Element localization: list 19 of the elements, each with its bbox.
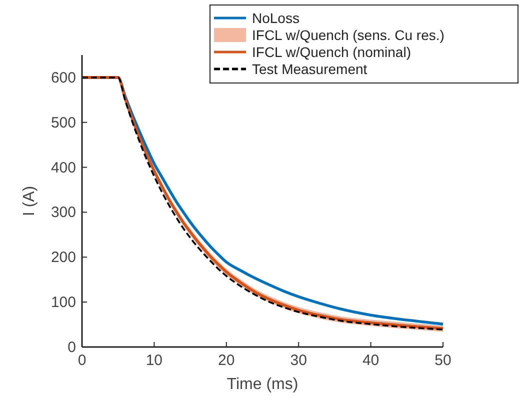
legend-label: IFCL w/Quench (nominal) bbox=[252, 44, 411, 60]
y-axis-title: I (A) bbox=[21, 186, 38, 216]
legend-label: NoLoss bbox=[252, 10, 300, 26]
x-tick-label: 0 bbox=[78, 352, 86, 369]
x-tick-label: 30 bbox=[290, 352, 307, 369]
legend-label: Test Measurement bbox=[252, 61, 368, 77]
y-tick-label: 600 bbox=[50, 69, 76, 86]
y-tick-label: 500 bbox=[50, 114, 76, 132]
x-tick-label: 20 bbox=[218, 352, 235, 369]
x-tick-label: 10 bbox=[146, 352, 163, 369]
y-tick-label: 0 bbox=[68, 339, 76, 356]
x-tick-label: 40 bbox=[362, 352, 380, 369]
legend-label: IFCL w/Quench (sens. Cu res.) bbox=[252, 27, 444, 43]
y-tick-label: 200 bbox=[50, 249, 76, 266]
y-tick-label: 300 bbox=[50, 204, 76, 222]
x-tick-label: 50 bbox=[434, 352, 452, 369]
y-tick-label: 100 bbox=[50, 294, 76, 312]
y-tick-label: 400 bbox=[50, 159, 76, 176]
x-axis-title: Time (ms) bbox=[226, 376, 298, 393]
